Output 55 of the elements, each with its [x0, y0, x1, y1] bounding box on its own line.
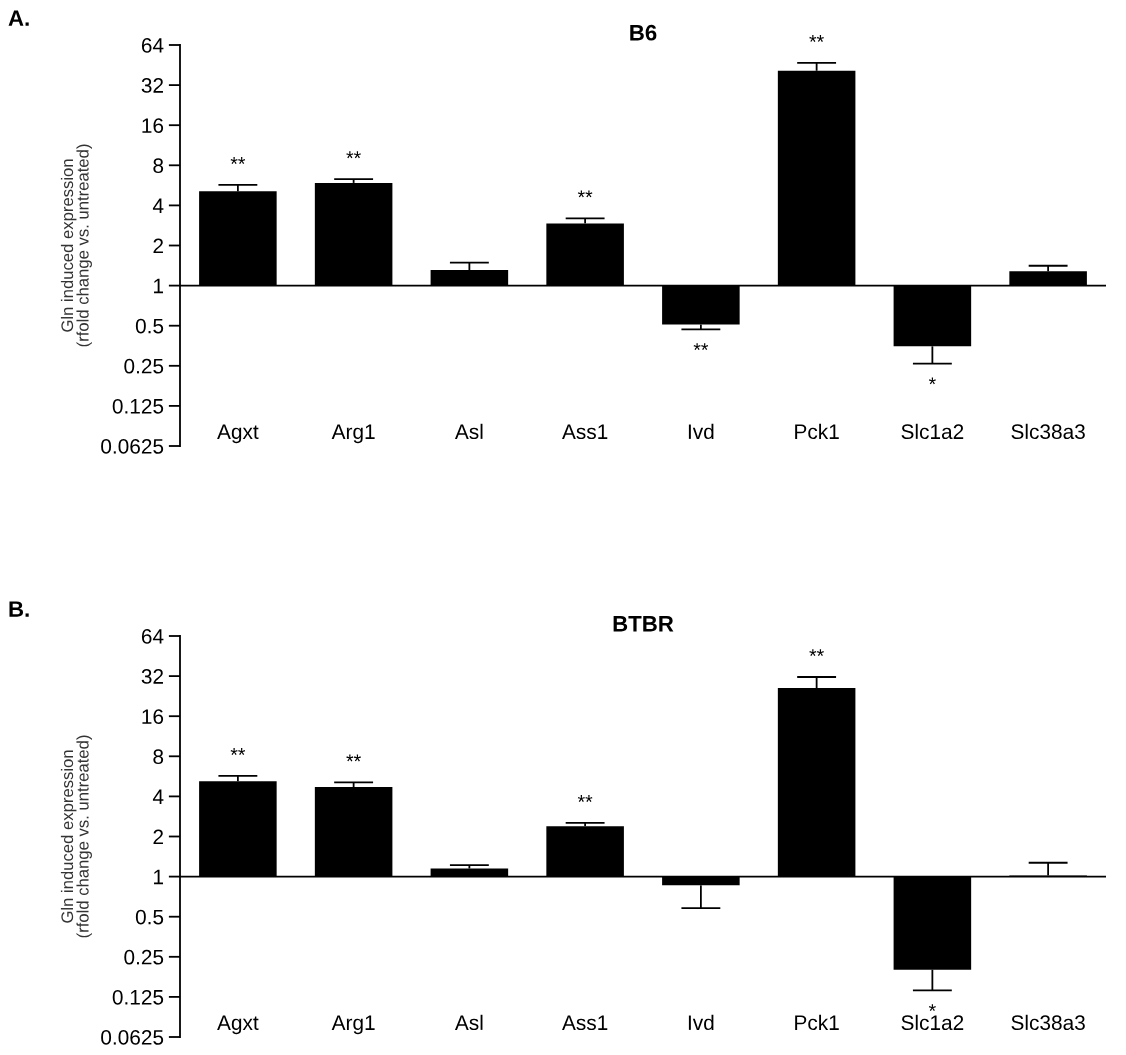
x-tick-label: Arg1: [331, 424, 375, 444]
x-tick-label: Pck1: [795, 1014, 839, 1031]
x-tick-label: Ivd: [688, 1014, 714, 1031]
y-tick-label: 0.125: [112, 398, 164, 414]
x-tick-label: Agxt: [217, 1015, 259, 1035]
y-axis-title: Gln induced expression (rfold change vs. untreated): [60, 144, 92, 347]
annotation: *: [928, 377, 936, 385]
y-tick-label: 4: [152, 789, 164, 804]
y-tick-label: 0.5: [135, 318, 164, 334]
annotation: *: [928, 1004, 936, 1012]
x-tick-label: Ivd: [688, 423, 714, 440]
y-axis-title: Gln induced expression (rfold change vs. untreated): [60, 735, 92, 938]
annotation: **: [693, 343, 709, 350]
x-tick-label: Agxt: [217, 424, 259, 444]
x-tick-label: Ass1: [562, 424, 608, 440]
y-tick-label: 32: [141, 78, 163, 93]
annotation: **: [577, 190, 593, 198]
y-tick-label: 0.125: [112, 989, 164, 1005]
y-tick-label: 0.0625: [101, 439, 164, 454]
annotation: **: [577, 795, 593, 802]
annotation: **: [346, 151, 361, 159]
x-tick-label: Slc38a3: [1011, 423, 1085, 440]
y-tick-label: 1: [154, 278, 164, 294]
y-tick-label: 4: [152, 198, 164, 213]
y-tick-label: 0.25: [124, 358, 164, 374]
y-tick-label: 8: [153, 749, 164, 765]
x-tick-label: Pck1: [795, 423, 839, 440]
y-tick-label: 2: [153, 238, 163, 254]
y-tick-label: 16: [142, 118, 164, 133]
annotation: **: [230, 157, 246, 164]
text: A.: [8, 10, 29, 26]
y-tick-label: 32: [141, 669, 163, 684]
y-tick-label: 0.0625: [101, 1030, 164, 1045]
y-tick-label: 8: [153, 158, 164, 174]
x-tick-label: Slc38a3: [1011, 1014, 1085, 1031]
y-tick-label: 0.5: [135, 909, 164, 925]
y-tick-label: 64: [141, 629, 164, 644]
x-tick-label: Slc1a2: [901, 423, 964, 440]
x-tick-label: Ass1: [562, 1015, 608, 1031]
chart-title: B6: [630, 24, 657, 41]
text: B.: [9, 601, 29, 617]
x-tick-label: Asl: [454, 1014, 483, 1031]
y-tick-label: 2: [153, 829, 163, 845]
annotation: **: [230, 748, 246, 755]
annotation: **: [346, 754, 361, 762]
annotation: **: [809, 649, 824, 657]
x-tick-label: Slc1a2: [901, 1014, 964, 1031]
x-tick-label: Asl: [454, 423, 483, 440]
y-tick-label: 16: [142, 709, 164, 724]
y-tick-label: 0.25: [124, 949, 164, 965]
chart-title: BTBR: [613, 616, 674, 632]
y-tick-label: 64: [141, 38, 164, 53]
x-tick-label: Arg1: [331, 1015, 375, 1035]
y-tick-label: 1: [154, 869, 164, 885]
annotation: **: [809, 35, 824, 42]
